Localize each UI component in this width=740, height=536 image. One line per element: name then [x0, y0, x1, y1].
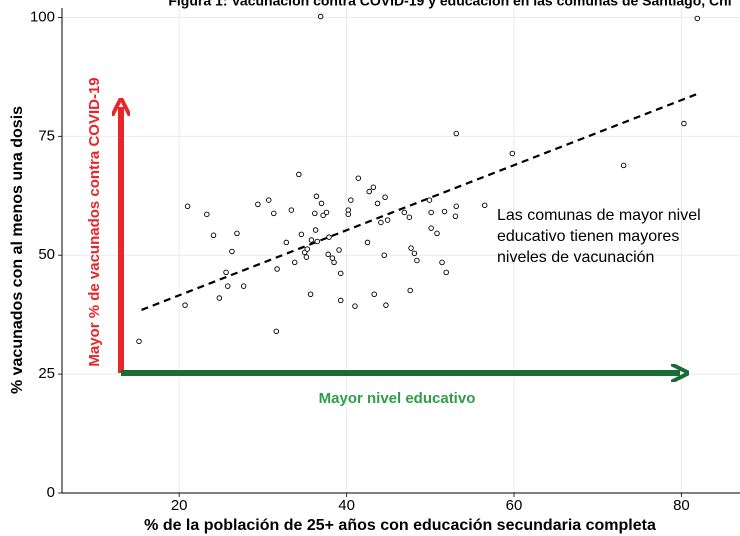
point	[453, 130, 459, 137]
point	[407, 287, 413, 294]
x-tick-label: 80	[673, 497, 690, 514]
point	[224, 283, 231, 289]
point	[320, 212, 326, 219]
trend-line	[141, 92, 699, 311]
chart-title: Figura 1: Vacunación contra COVID-19 y e…	[168, 0, 731, 9]
point	[307, 291, 314, 297]
point	[204, 211, 210, 218]
point	[331, 259, 337, 266]
point	[414, 257, 420, 264]
point	[439, 259, 445, 266]
point	[443, 269, 449, 276]
point	[274, 266, 280, 272]
point	[406, 214, 413, 220]
point	[255, 201, 261, 208]
note-line: Las comunas de mayor nivel	[497, 207, 701, 224]
point	[337, 297, 344, 304]
point	[136, 338, 142, 345]
point	[313, 193, 320, 200]
point	[304, 246, 311, 252]
point	[382, 194, 388, 200]
horizontal-arrow-label: Mayor nivel educativo	[319, 390, 476, 407]
point	[384, 217, 391, 223]
point	[336, 247, 342, 253]
point	[428, 209, 434, 216]
point	[182, 302, 188, 308]
y-tick-label: 100	[30, 8, 55, 25]
point	[694, 15, 701, 22]
point	[366, 188, 372, 195]
point	[265, 197, 272, 203]
point	[240, 283, 247, 289]
point	[326, 234, 332, 240]
point	[283, 239, 290, 246]
point	[184, 203, 191, 210]
point	[364, 239, 371, 246]
point	[441, 208, 448, 215]
point	[210, 232, 217, 239]
point	[681, 120, 687, 127]
point	[298, 231, 305, 238]
point	[323, 209, 330, 216]
point	[348, 197, 354, 203]
point	[408, 245, 414, 251]
y-tick-label: 50	[38, 246, 55, 263]
point	[317, 13, 324, 20]
point	[288, 207, 295, 213]
y-tick-label: 0	[47, 484, 55, 501]
point	[371, 291, 377, 297]
point	[620, 162, 627, 169]
point	[374, 200, 381, 207]
point	[223, 269, 229, 276]
point	[308, 237, 315, 243]
note-line: niveles de vacunación	[497, 249, 654, 266]
point	[291, 259, 298, 266]
point	[378, 219, 384, 226]
point	[453, 203, 459, 210]
point	[509, 150, 516, 157]
y-tick-label: 75	[38, 127, 55, 144]
x-tick-label: 40	[338, 497, 355, 514]
point	[428, 225, 434, 231]
point	[296, 171, 302, 178]
point	[216, 295, 223, 301]
point	[452, 213, 459, 220]
point	[434, 230, 440, 237]
point	[381, 252, 388, 259]
point	[345, 211, 352, 218]
y-axis-label: % vacunados con al menos una dosis	[9, 106, 26, 394]
point	[370, 184, 377, 191]
point	[312, 210, 318, 217]
point	[314, 238, 321, 245]
point	[318, 200, 325, 207]
point	[325, 251, 331, 258]
note-line: educativo tienen mayores	[497, 228, 679, 245]
point	[426, 197, 433, 203]
point	[273, 328, 280, 335]
x-tick-label: 20	[171, 497, 188, 514]
point	[383, 302, 389, 308]
point	[229, 248, 235, 255]
point	[303, 254, 310, 260]
point	[337, 270, 344, 277]
vertical-arrow-label: Mayor % de vacunados contra COVID-19	[86, 77, 103, 366]
x-axis-label: % de la población de 25+ años con educac…	[144, 517, 656, 534]
x-tick-label: 60	[506, 497, 523, 514]
point	[411, 250, 418, 257]
y-tick-label: 25	[38, 365, 55, 382]
point	[234, 230, 240, 237]
point	[312, 227, 319, 233]
point	[401, 209, 408, 216]
point	[352, 303, 358, 309]
point	[481, 202, 488, 209]
point	[355, 175, 362, 181]
point	[271, 210, 277, 217]
